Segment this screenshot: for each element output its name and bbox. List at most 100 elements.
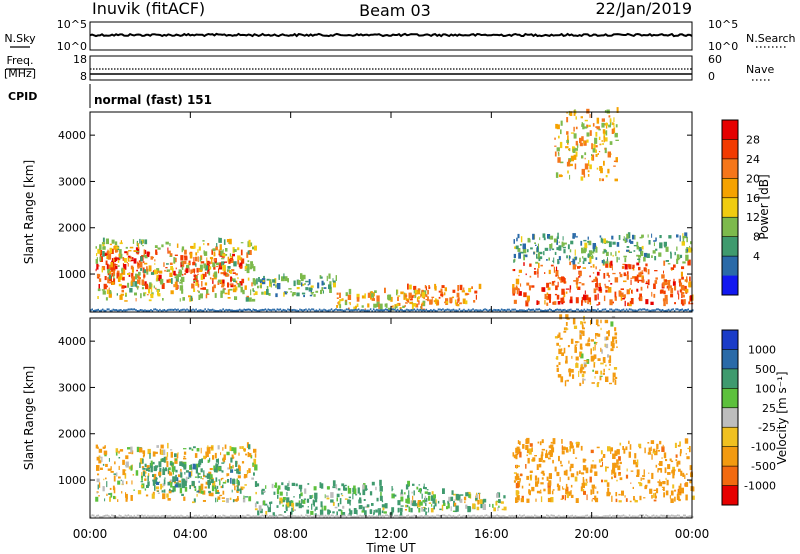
data-cell [582,371,586,374]
data-cell [604,479,608,483]
data-cell [591,251,595,254]
data-cell [586,342,591,347]
data-cell [339,292,341,298]
data-cell [257,516,259,519]
data-cell [663,492,665,498]
data-cell [419,501,423,506]
data-cell [113,246,115,250]
data-cell [220,250,223,256]
data-cell [673,515,676,518]
data-cell [157,492,160,494]
data-cell [236,283,239,285]
data-cell [291,502,295,507]
data-cell [564,515,566,518]
data-cell [596,278,598,284]
data-cell [399,307,402,311]
data-cell [251,282,253,287]
data-cell [288,308,291,311]
data-cell [192,268,196,273]
data-cell [628,308,631,311]
data-cell [297,310,300,312]
data-cell [265,511,268,517]
data-cell [161,449,164,455]
data-cell [317,282,320,289]
data-cell [609,118,612,123]
data-cell [213,468,217,473]
data-cell [226,239,230,243]
data-cell [562,246,566,249]
data-cell [248,444,251,450]
data-cell [588,337,590,342]
data-cell [437,514,440,517]
data-cell [601,349,603,354]
data-cell [257,285,259,289]
data-cell [670,294,674,298]
data-cell [599,376,602,381]
data-cell [534,514,536,517]
data-cell [676,514,679,517]
data-cell [425,511,428,513]
data-cell [687,515,689,518]
data-cell [515,453,518,460]
data-cell [550,452,553,455]
data-cell [657,308,659,311]
data-cell [661,446,665,452]
data-cell [182,478,186,485]
data-cell [152,479,156,486]
data-cell [209,277,212,280]
data-cell [102,486,105,492]
data-cell [438,296,441,299]
data-cell [590,464,594,469]
data-cell [455,309,458,312]
data-cell [129,308,131,311]
data-cell [407,309,410,312]
data-cell [559,308,562,311]
data-cell [237,481,240,486]
data-cell [145,515,148,518]
data-cell [691,294,694,301]
data-cell [423,483,425,489]
data-cell [329,309,331,312]
data-cell [349,510,353,515]
data-cell [645,267,647,273]
data-cell [181,265,184,270]
data-cell [153,514,155,517]
data-cell [525,254,528,258]
data-cell [680,449,682,454]
data-cell [654,515,656,518]
data-cell [476,506,480,511]
data-cell [106,263,109,270]
data-cell [220,485,223,489]
data-cell [561,288,565,295]
data-cell [120,240,122,244]
data-cell [527,249,529,253]
data-cell [174,514,176,517]
data-cell [435,499,437,504]
data-cell [431,495,434,501]
data-cell [675,459,678,462]
data-cell [570,515,572,518]
data-cell [562,309,565,311]
data-cell [538,515,540,518]
data-cell [286,486,290,491]
data-cell [112,514,115,517]
data-cell [230,270,232,274]
data-cell [250,242,253,247]
data-cell [219,515,221,518]
data-cell [530,474,533,478]
data-cell [475,309,477,312]
data-cell [205,294,208,299]
data-cell [236,468,239,474]
data-cell [585,294,589,301]
data-cell [457,285,459,292]
data-cell [683,299,686,305]
data-cell [125,481,128,485]
data-cell [195,514,197,517]
data-cell [183,464,187,470]
data-cell [122,480,124,485]
data-cell [224,444,227,449]
data-cell [554,137,556,140]
data-cell [618,257,620,260]
data-cell [636,241,639,248]
data-cell [253,266,256,272]
